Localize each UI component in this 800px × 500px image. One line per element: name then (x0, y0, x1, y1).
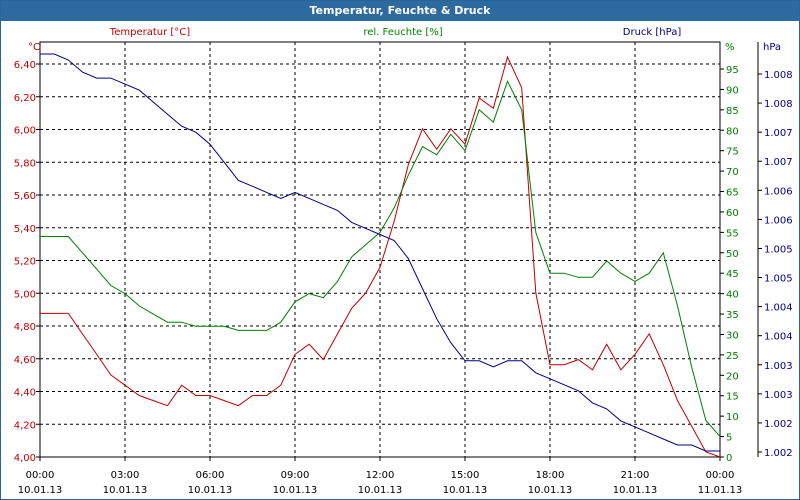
right-tick-label: 1.007 (764, 157, 793, 168)
right-tick-label: 1.005 (764, 274, 793, 285)
x-tick-time: 18:00 (536, 470, 565, 481)
temperature-line (40, 55, 721, 458)
right-tick-label: 1.004 (764, 303, 793, 314)
right-tick-label: 1.003 (764, 390, 793, 401)
left-tick-label: 5,20 (14, 257, 36, 268)
left-tick-label: 5,00 (14, 289, 36, 300)
grid (40, 42, 720, 457)
middle-tick-label: 80 (726, 126, 739, 137)
left-tick-label: 5,60 (14, 191, 36, 202)
left-tick-label: 4,20 (14, 420, 36, 431)
x-tick-time: 21:00 (621, 470, 650, 481)
x-tick-date: 10.01.13 (528, 485, 573, 496)
x-tick-time: 12:00 (366, 470, 395, 481)
right-tick-label: 1.006 (764, 186, 793, 197)
x-tick-date: 11.01.13 (698, 485, 743, 496)
right-tick-label: 1.002 (764, 448, 793, 459)
middle-tick-label: 70 (726, 167, 739, 178)
right-axis-unit: hPa (763, 42, 781, 53)
x-tick-time: 15:00 (451, 470, 480, 481)
window-title: Temperatur, Feuchte & Druck (1, 1, 799, 21)
legend-pressure: Druck [hPa] (623, 27, 682, 38)
x-tick-time: 00:00 (706, 470, 735, 481)
pressure-line (40, 53, 720, 452)
left-tick-label: 4,40 (14, 388, 36, 399)
left-axis-unit: °C (28, 42, 40, 53)
left-tick-label: 4,80 (14, 322, 36, 333)
left-tick-label: 4,00 (14, 453, 36, 464)
x-tick-date: 10.01.13 (613, 485, 658, 496)
middle-tick-label: 5 (726, 433, 732, 444)
humidity-line (40, 80, 721, 437)
legend-humidity: rel. Feuchte [%] (363, 27, 442, 38)
middle-tick-label: 65 (726, 188, 739, 199)
right-tick-label: 1.005 (764, 244, 793, 255)
x-tick-date: 10.01.13 (18, 485, 63, 496)
middle-tick-label: 85 (726, 106, 739, 117)
right-tick-label: 1.004 (764, 332, 793, 343)
x-tick-time: 03:00 (111, 470, 140, 481)
middle-tick-label: 30 (726, 330, 739, 341)
axis-labels: °C % hPa Temperatur [°C] rel. Feuchte [%… (14, 27, 793, 496)
middle-axis-unit: % (725, 42, 735, 53)
middle-tick-label: 60 (726, 208, 739, 219)
middle-tick-label: 45 (726, 269, 739, 280)
x-tick-date: 10.01.13 (358, 485, 403, 496)
middle-tick-label: 55 (726, 228, 739, 239)
right-tick-label: 1.008 (764, 70, 793, 81)
axes (36, 41, 762, 461)
x-tick-time: 00:00 (26, 470, 55, 481)
x-tick-time: 06:00 (196, 470, 225, 481)
middle-tick-label: 35 (726, 310, 739, 321)
left-tick-label: 4,60 (14, 355, 36, 366)
right-tick-label: 1.003 (764, 361, 793, 372)
right-tick-label: 1.006 (764, 215, 793, 226)
x-tick-time: 09:00 (281, 470, 310, 481)
middle-tick-label: 75 (726, 147, 739, 158)
right-tick-label: 1.008 (764, 99, 793, 110)
left-tick-label: 6,00 (14, 126, 36, 137)
left-tick-label: 5,80 (14, 158, 36, 169)
middle-tick-label: 20 (726, 371, 739, 382)
middle-tick-label: 95 (726, 65, 739, 76)
middle-tick-label: 50 (726, 249, 739, 260)
middle-tick-label: 25 (726, 351, 739, 362)
middle-tick-label: 40 (726, 290, 739, 301)
left-tick-label: 6,20 (14, 93, 36, 104)
middle-tick-label: 10 (726, 412, 739, 423)
x-tick-date: 10.01.13 (273, 485, 318, 496)
middle-tick-label: 90 (726, 85, 739, 96)
x-tick-date: 10.01.13 (103, 485, 148, 496)
x-tick-date: 10.01.13 (443, 485, 488, 496)
series (40, 53, 721, 458)
middle-tick-label: 15 (726, 392, 739, 403)
x-tick-date: 10.01.13 (188, 485, 233, 496)
middle-tick-label: 0 (726, 453, 732, 464)
right-tick-label: 1.002 (764, 419, 793, 430)
right-tick-label: 1.007 (764, 128, 793, 139)
legend-temperature: Temperatur [°C] (109, 27, 190, 38)
left-tick-label: 6,40 (14, 60, 36, 71)
left-tick-label: 5,40 (14, 224, 36, 235)
